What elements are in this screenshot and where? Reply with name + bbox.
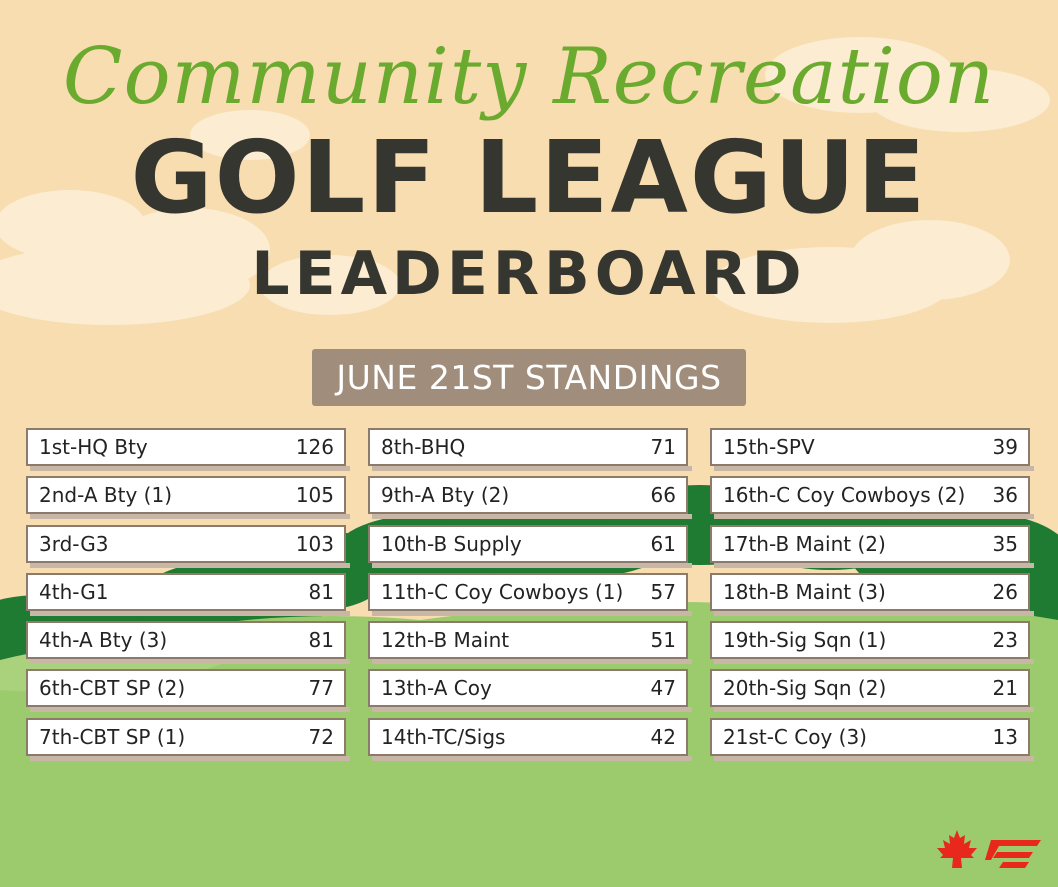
standings-row: 15th-SPV 39 <box>710 428 1034 471</box>
team-score: 72 <box>308 724 334 749</box>
standings-row: 20th-Sig Sqn (2) 21 <box>710 669 1034 713</box>
standings-row: 4th-A Bty (3) 81 <box>26 621 350 665</box>
team-name: 8th-BHQ <box>381 435 466 459</box>
team-score: 23 <box>992 628 1018 653</box>
team-score: 81 <box>308 579 334 604</box>
standings-column-2: 8th-BHQ 71 9th-A Bty (2) 66 10th-B Supply 6… <box>368 428 692 766</box>
maple-leaf-icon <box>937 830 977 868</box>
standings-row: 8th-BHQ 71 <box>368 428 692 471</box>
cloud-left <box>0 110 400 325</box>
team-score: 77 <box>308 676 334 701</box>
standings-row: 6th-CBT SP (2) 77 <box>26 669 350 713</box>
page-subtitle: LEADERBOARD <box>251 239 807 309</box>
team-name: 6th-CBT SP (2) <box>39 676 186 701</box>
team-score: 47 <box>650 676 676 701</box>
team-name: 7th-CBT SP (1) <box>39 724 186 749</box>
standings-row: 21st-C Coy (3) 13 <box>710 717 1034 761</box>
team-name: 18th-B Maint (3) <box>723 579 886 604</box>
team-name: 12th-B Maint <box>381 628 510 653</box>
team-name: 21st-C Coy (3) <box>723 724 867 749</box>
team-score: 126 <box>295 435 334 459</box>
team-name: 13th-A Coy <box>381 676 492 701</box>
standings-row: 14th-TC/Sigs 42 <box>368 717 692 761</box>
team-name: 3rd-G3 <box>39 531 109 556</box>
standings-row: 12th-B Maint 51 <box>368 621 692 665</box>
team-score: 42 <box>650 724 676 749</box>
psp-logo <box>937 830 1041 868</box>
standings-column-3: 15th-SPV 39 16th-C Coy Cowboys (2) 36 17th… <box>710 428 1034 766</box>
standings-date-label: JUNE 21ST STANDINGS <box>336 358 722 397</box>
team-name: 19th-Sig Sqn (1) <box>723 628 887 653</box>
team-name: 2nd-A Bty (1) <box>39 483 172 508</box>
standings-row: 18th-B Maint (3) 26 <box>710 572 1034 616</box>
team-name: 4th-G1 <box>39 579 109 604</box>
standings-row: 16th-C Coy Cowboys (2) 36 <box>710 476 1034 520</box>
standings-row: 19th-Sig Sqn (1) 23 <box>710 621 1034 665</box>
team-score: 39 <box>992 435 1018 459</box>
team-name: 9th-A Bty (2) <box>381 483 510 508</box>
team-score: 103 <box>295 531 334 556</box>
team-score: 71 <box>650 435 676 459</box>
standings-date-banner: JUNE 21ST STANDINGS <box>312 349 746 406</box>
standings-row: 3rd-G3 103 <box>26 524 350 568</box>
team-name: 14th-TC/Sigs <box>381 724 506 749</box>
team-score: 26 <box>992 579 1018 604</box>
standings-row: 11th-C Coy Cowboys (1) 57 <box>368 572 692 616</box>
standings-row: 10th-B Supply 61 <box>368 524 692 568</box>
standings-row: 9th-A Bty (2) 66 <box>368 476 692 520</box>
standings-row: 1st-HQ Bty 126 <box>26 428 350 471</box>
standings-row: 4th-G1 81 <box>26 572 350 616</box>
team-score: 81 <box>308 628 334 653</box>
team-score: 66 <box>650 483 676 508</box>
team-score: 105 <box>295 483 334 508</box>
team-name: 17th-B Maint (2) <box>723 531 886 556</box>
team-score: 13 <box>992 724 1018 749</box>
team-name: 10th-B Supply <box>381 531 522 556</box>
team-name: 20th-Sig Sqn (2) <box>723 676 887 701</box>
page-title: GOLF LEAGUE <box>130 119 928 236</box>
team-score: 57 <box>650 579 676 604</box>
team-score: 36 <box>992 483 1018 508</box>
team-score: 35 <box>992 531 1018 556</box>
team-score: 61 <box>650 531 676 556</box>
psp-wordmark-icon <box>985 840 1041 868</box>
team-score: 51 <box>650 628 676 653</box>
standings-row: 13th-A Coy 47 <box>368 669 692 713</box>
standings-row: 2nd-A Bty (1) 105 <box>26 476 350 520</box>
standings-row: 17th-B Maint (2) 35 <box>710 524 1034 568</box>
team-name: 16th-C Coy Cowboys (2) <box>723 483 966 508</box>
standings-column-1: 1st-HQ Bty 126 2nd-A Bty (1) 105 3rd-G3 103… <box>26 428 350 766</box>
team-name: 11th-C Coy Cowboys (1) <box>381 579 624 604</box>
team-name: 15th-SPV <box>723 435 815 459</box>
standings-row: 7th-CBT SP (1) 72 <box>26 717 350 761</box>
team-score: 21 <box>992 676 1018 701</box>
team-name: 4th-A Bty (3) <box>39 628 168 653</box>
cloud-right <box>710 37 1050 323</box>
team-name: 1st-HQ Bty <box>39 435 148 459</box>
script-title: Community Recreation <box>62 32 996 122</box>
